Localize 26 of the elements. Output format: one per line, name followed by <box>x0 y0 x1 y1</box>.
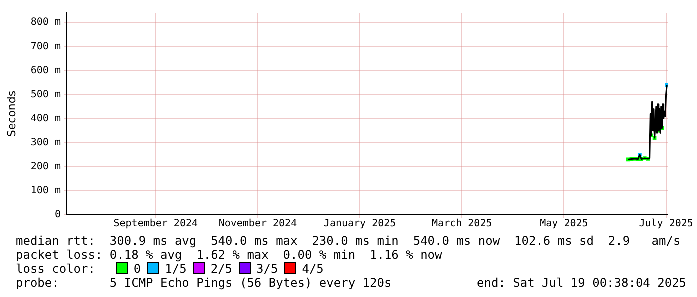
x-tick-label: May 2025 <box>540 218 588 230</box>
x-tick-label: January 2025 <box>324 218 396 230</box>
y-tick-label: 500 m <box>30 89 61 100</box>
text: packet loss: 0.18 % avg 1.62 % max 0.00 % min 1.16 % now <box>16 248 442 262</box>
text: probe: 5 ICMP Echo Pings (56 Bytes) every 120s <box>16 276 392 290</box>
y-tick-label: 400 m <box>30 113 61 124</box>
y-tick-label: 300 m <box>30 137 61 148</box>
y-tick-label: 700 m <box>30 41 61 52</box>
x-tick-label: July 2025 <box>639 218 694 230</box>
x-tick-label: September 2024 <box>114 218 198 230</box>
legend-label: 0 <box>134 262 142 276</box>
y-tick-label: 100 m <box>30 186 61 197</box>
y-tick-label: 200 m <box>30 162 61 172</box>
y-axis-title: Seconds <box>5 90 18 138</box>
y-tick-label: 800 m <box>30 17 61 28</box>
text: end: Sat Jul 19 00:38:04 2025 <box>477 276 687 290</box>
legend-label: 4/5 <box>302 262 324 276</box>
legend-title: loss color: <box>16 262 96 276</box>
text: median rtt: 300.9 ms avg 540.0 ms max 230.0 ms min 540.0 ms now 102.6 ms sd 2.9 am/s <box>16 234 681 248</box>
legend-label: 3/5 <box>256 262 278 276</box>
y-tick-label: 0 <box>54 210 61 221</box>
x-tick-label: March 2025 <box>432 218 492 230</box>
legend-label: 1/5 <box>165 262 187 276</box>
legend-label: 2/5 <box>210 262 233 276</box>
y-tick-label: 600 m <box>30 65 61 76</box>
x-tick-label: November 2024 <box>218 218 298 230</box>
